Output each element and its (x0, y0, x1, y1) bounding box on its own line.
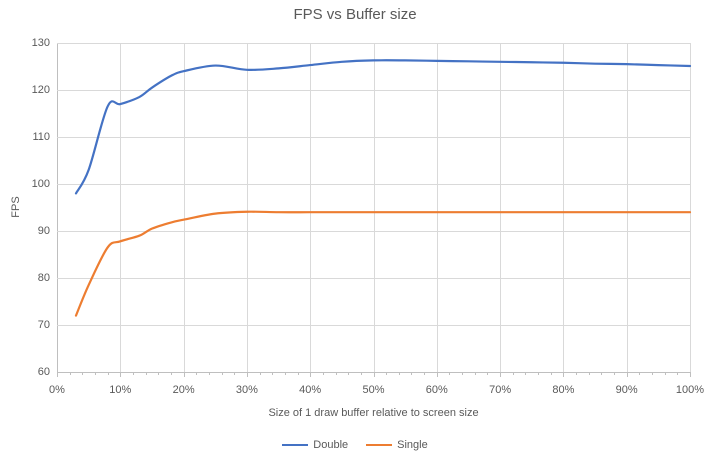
legend-item-single: Single (366, 439, 428, 451)
legend-line-swatch-double (282, 444, 309, 446)
x-axis-title: Size of 1 draw buffer relative to screen… (268, 407, 479, 419)
y-tick-label: 80 (37, 271, 50, 284)
series-line-single (74, 210, 692, 317)
x-tick-label: 10% (109, 384, 132, 396)
y-tick-label: 110 (32, 130, 50, 143)
legend: Double Single (0, 439, 710, 451)
y-tick-label: 90 (37, 224, 50, 237)
y-tick-label: 100 (31, 177, 50, 190)
x-tick-label: 80% (552, 384, 575, 396)
y-tick-label: 130 (31, 36, 50, 49)
x-tick-label: 40% (299, 384, 322, 396)
x-tick-label: 70% (489, 384, 512, 396)
x-tick-label: 0% (49, 384, 65, 396)
x-tick-label: 60% (425, 384, 448, 396)
y-tick-label: 70 (37, 318, 50, 331)
x-tick-label: 90% (615, 384, 638, 396)
y-tick-label: 60 (37, 365, 50, 378)
x-tick-label: 30% (235, 384, 258, 396)
series-line-double (74, 59, 692, 195)
y-axis-title: FPS (10, 196, 22, 218)
x-tick-label: 100% (675, 384, 705, 396)
legend-label: Double (313, 439, 349, 451)
x-tick-label: 50% (362, 384, 385, 396)
y-tick-label: 120 (31, 83, 50, 96)
legend-line-swatch-single (366, 444, 393, 446)
chart-title: FPS vs Buffer size (293, 6, 417, 23)
legend-label: Single (397, 439, 428, 451)
x-tick-label: 20% (172, 384, 195, 396)
legend-item-double: Double (282, 439, 348, 451)
